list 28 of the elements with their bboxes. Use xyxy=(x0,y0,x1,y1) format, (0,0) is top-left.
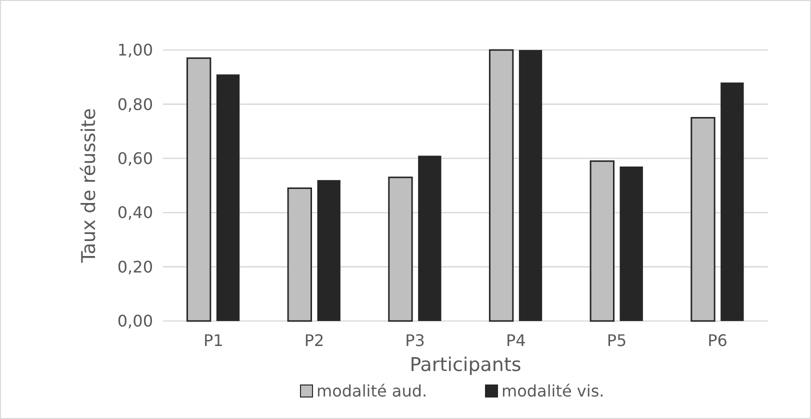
bar xyxy=(620,166,643,321)
bar xyxy=(287,187,312,322)
bar xyxy=(690,117,716,322)
bar xyxy=(388,176,413,322)
x-tick-label: P6 xyxy=(708,331,728,350)
y-axis-title: Taux de réussite xyxy=(78,108,100,264)
y-tick-label: 0,60 xyxy=(117,149,153,168)
bar xyxy=(186,57,212,322)
legend-label: modalité vis. xyxy=(502,382,604,401)
x-tick-label: P5 xyxy=(606,331,627,350)
x-tick-label: P1 xyxy=(204,331,224,350)
x-tick-label: P4 xyxy=(506,331,526,350)
x-axis-title: Participants xyxy=(410,354,522,376)
bar xyxy=(590,160,614,322)
bar xyxy=(216,74,240,321)
bar xyxy=(418,156,442,321)
y-tick-label: 0,00 xyxy=(117,312,153,331)
y-tick-label: 1,00 xyxy=(117,40,153,60)
y-tick-label: 0,80 xyxy=(117,94,153,114)
bar xyxy=(488,49,514,322)
bar xyxy=(720,82,744,321)
bar xyxy=(518,50,542,321)
bar xyxy=(317,180,340,321)
x-tick-label: P2 xyxy=(304,331,324,350)
y-tick-label: 0,40 xyxy=(117,203,153,222)
x-tick-label: P3 xyxy=(405,331,425,350)
y-tick-label: 0,20 xyxy=(117,257,153,276)
legend-label: modalité aud. xyxy=(316,382,428,401)
